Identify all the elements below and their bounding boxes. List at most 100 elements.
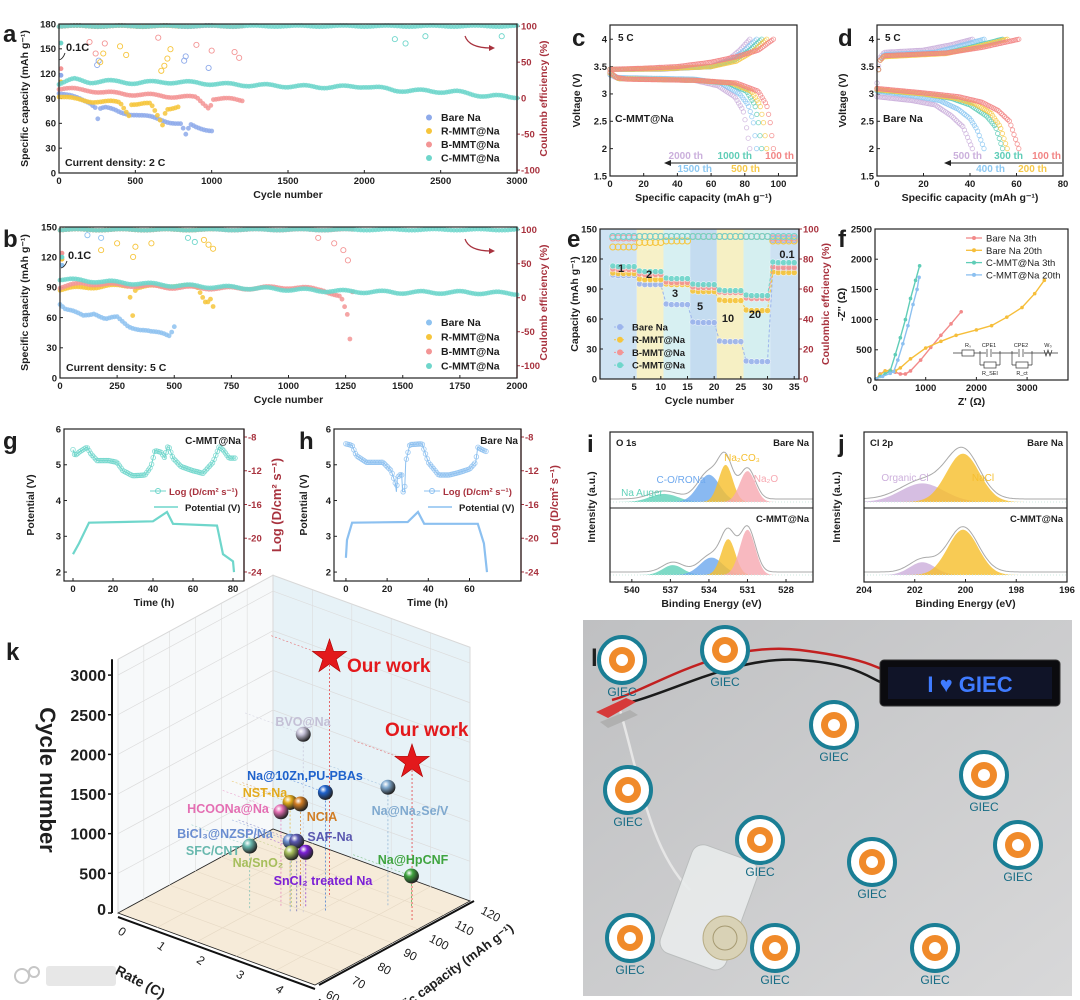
y-tick-label: 500 [856, 345, 872, 356]
cycle-label: 400 th [976, 164, 1005, 175]
series-c-mmt-na [57, 226, 520, 298]
panel-h: 0 20 40 60 2 3 4 5 6 -24 -20 -16 -12 -8 Time (h) Potent… [298, 424, 561, 609]
sample-label: C-MMT@Na [615, 113, 674, 125]
legend-marker [426, 128, 432, 134]
watermark-ring [28, 966, 40, 978]
cycle-label: 100 th [765, 151, 794, 162]
discharge-marker [762, 133, 768, 139]
x-tick-label: 1500 [277, 176, 298, 187]
current-density-label: Current density: 5 C [66, 362, 167, 374]
x-tick-label: 40 [965, 179, 976, 190]
logo-core [929, 942, 941, 954]
discharge-marker [735, 100, 742, 106]
rate-annotation: 0.1C [66, 42, 89, 54]
y2-tick-label: -12 [525, 466, 539, 477]
legend-label: Bare Na [441, 317, 481, 329]
logo-text: GIEC [819, 750, 849, 764]
discharge-marker [995, 130, 1001, 137]
circuit-label: W₀ [1044, 343, 1051, 349]
y-tick-label: 1000 [851, 315, 872, 326]
y-tick-label: 3.5 [594, 62, 608, 73]
capacitor-cpe1 [986, 349, 992, 357]
point-label: NCIA [307, 810, 338, 824]
y-tick-label: 0 [51, 168, 56, 179]
sphere-marker [242, 838, 258, 854]
nyquist-marker [939, 333, 943, 338]
y-tick-label: 120 [41, 253, 57, 264]
y2-tick-label: 100 [521, 225, 537, 236]
ce-dip-marker [340, 247, 347, 254]
legend-label: B-MMT@Na [632, 348, 686, 359]
discharge-marker [767, 120, 773, 126]
capacity-marker [183, 131, 189, 137]
capacity-marker [210, 304, 216, 309]
point-label: Na@HpCNF [378, 853, 449, 867]
capacity-marker [657, 268, 665, 275]
y2-tick-label: -50 [521, 327, 535, 338]
rate-step-label: 20 [749, 309, 761, 321]
discharge-marker [976, 132, 982, 139]
y-tick-label: 6 [326, 424, 331, 435]
x-axis-label: Time (h) [134, 597, 175, 609]
capacity-marker [123, 109, 129, 115]
z-tick-label: 500 [79, 866, 106, 883]
legend-label: R-MMT@Na [632, 335, 686, 346]
ce-dip-marker [182, 53, 189, 60]
y-tick-label: 2 [326, 567, 331, 578]
ce-dip-marker [498, 33, 505, 40]
discharge-marker [753, 146, 760, 152]
ce-dip-marker [167, 46, 174, 53]
legend-label: C-MMT@Na 3th [986, 258, 1055, 269]
legend-marker [617, 336, 623, 343]
panel-e: 5 10 15 20 25 30 350306090120150020406080100Cy… [567, 224, 832, 407]
point-label: NST-Na [243, 786, 289, 800]
y-axis-label: Intensity (a.u.) [586, 471, 598, 542]
x-tick-label: 0 [872, 383, 877, 394]
legend-label: C-MMT@Na [632, 361, 686, 372]
y-tick-label: 0 [592, 374, 597, 385]
ce-dip-marker [200, 236, 208, 243]
x-tick-label: 0 [57, 381, 62, 392]
sample-label: C-MMT@Na [1010, 514, 1064, 525]
x-tick-label: 30 [762, 382, 773, 393]
legend-marker [426, 155, 432, 161]
y-tick-label: 90 [46, 283, 57, 294]
point-label: HCOONa@Na [187, 802, 270, 816]
y-tick-label: 120 [40, 69, 56, 80]
y-tick-label: 80 [375, 959, 394, 978]
legend-label: C-MMT@Na [441, 361, 500, 373]
y-tick-label: 60 [586, 314, 597, 325]
initial-0.1C-marker [58, 40, 64, 46]
discharge-marker [736, 90, 742, 97]
sample-label: Bare Na [480, 436, 518, 447]
nyquist-marker [1005, 315, 1009, 319]
nyquist-marker [939, 339, 943, 344]
y2-tick-label: 100 [521, 21, 537, 32]
rate-step-label: 5 [697, 301, 703, 313]
x-tick-label: 35 [789, 382, 800, 393]
discharge-marker [752, 133, 758, 139]
discharge-marker [1012, 136, 1019, 142]
curve-1000th [607, 36, 765, 152]
discharge-marker [743, 125, 750, 131]
rate-step-label: 3 [672, 288, 678, 300]
discharge-marker [979, 141, 986, 147]
x-tick-label: 1250 [335, 381, 356, 392]
z-tick-label: 0 [97, 902, 106, 919]
x-tick-label: 40 [672, 179, 683, 190]
discharge-marker [737, 103, 743, 109]
arrow-icon [60, 260, 68, 269]
capacity-marker [197, 290, 203, 295]
y-tick-label: 3 [56, 532, 61, 543]
watermark-ring [14, 968, 30, 984]
logo-text: GIEC [760, 973, 790, 987]
x-tick-label: 0 [115, 924, 129, 939]
rate-label: 5 C [885, 33, 901, 44]
capacity-marker [200, 295, 206, 300]
legend-label: C-MMT@Na 20th [986, 270, 1061, 281]
capacity-marker [118, 101, 124, 107]
y-tick-label: 30 [46, 343, 57, 354]
legend-marker [617, 324, 623, 330]
x-tick-label: 80 [739, 179, 750, 190]
logo-text: GIEC [857, 887, 887, 901]
